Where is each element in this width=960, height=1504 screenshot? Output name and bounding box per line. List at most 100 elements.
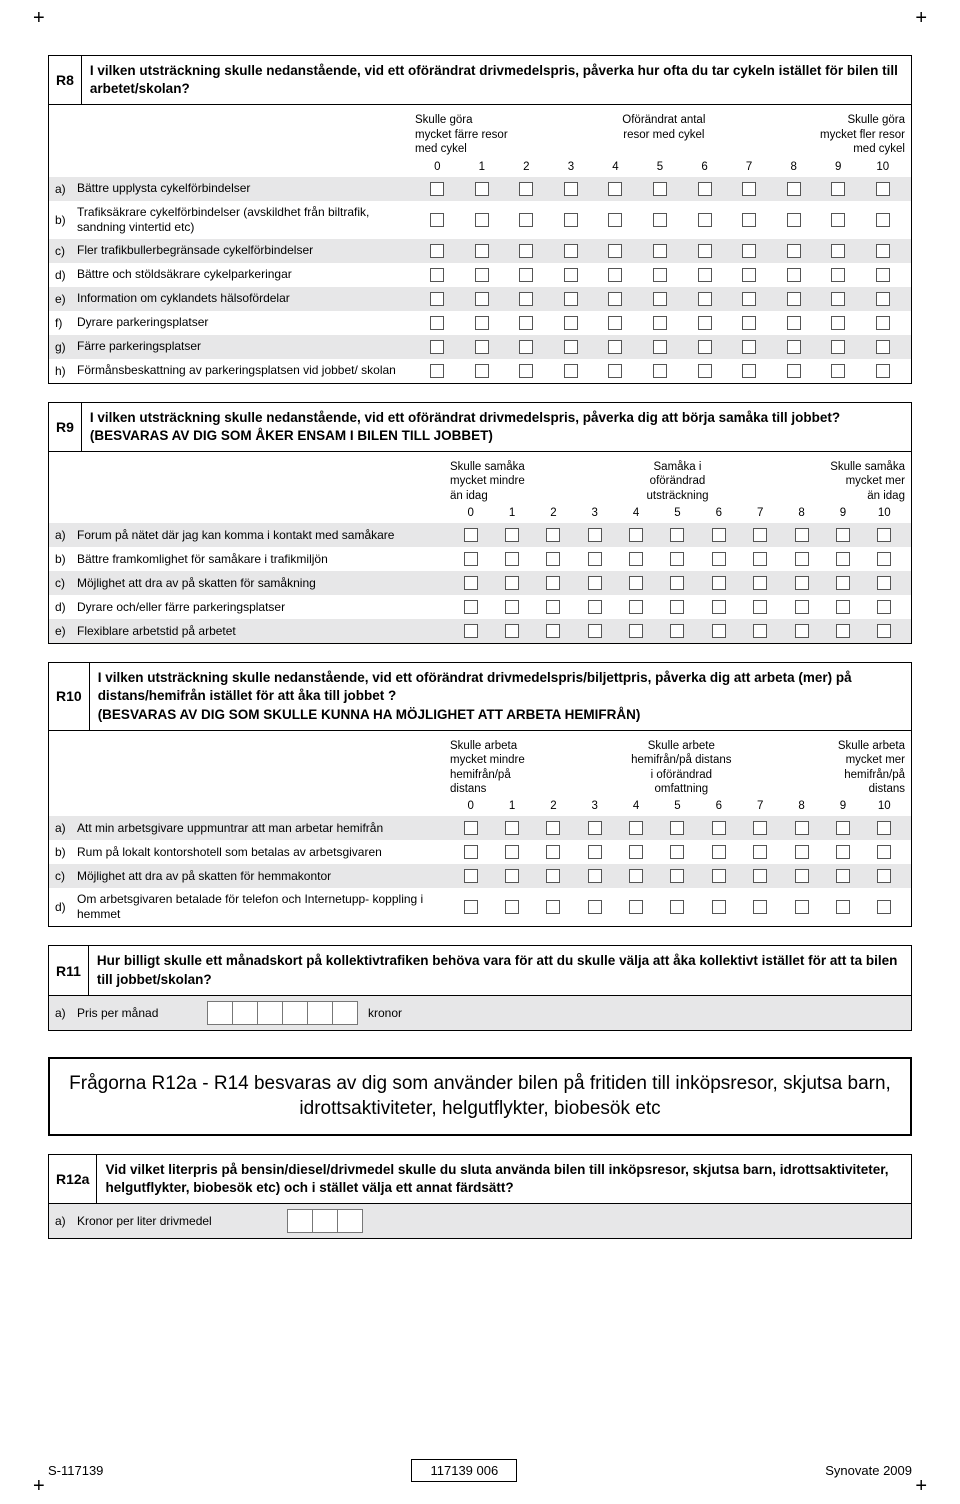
checkbox[interactable] <box>877 624 891 638</box>
checkbox[interactable] <box>629 600 643 614</box>
checkbox[interactable] <box>876 213 890 227</box>
checkbox[interactable] <box>430 364 444 378</box>
checkbox[interactable] <box>608 182 622 196</box>
checkbox[interactable] <box>831 182 845 196</box>
checkbox[interactable] <box>698 268 712 282</box>
checkbox[interactable] <box>546 552 560 566</box>
checkbox[interactable] <box>608 316 622 330</box>
checkbox[interactable] <box>464 528 478 542</box>
checkbox[interactable] <box>629 528 643 542</box>
checkbox[interactable] <box>519 364 533 378</box>
checkbox[interactable] <box>670 552 684 566</box>
checkbox[interactable] <box>753 552 767 566</box>
checkbox[interactable] <box>787 268 801 282</box>
checkbox[interactable] <box>608 292 622 306</box>
checkbox[interactable] <box>430 213 444 227</box>
checkbox[interactable] <box>670 528 684 542</box>
checkbox[interactable] <box>608 340 622 354</box>
digit-input[interactable] <box>287 1209 313 1233</box>
checkbox[interactable] <box>670 845 684 859</box>
checkbox[interactable] <box>753 600 767 614</box>
checkbox[interactable] <box>836 845 850 859</box>
checkbox[interactable] <box>519 244 533 258</box>
checkbox[interactable] <box>742 292 756 306</box>
checkbox[interactable] <box>795 576 809 590</box>
checkbox[interactable] <box>753 528 767 542</box>
checkbox[interactable] <box>836 528 850 542</box>
checkbox[interactable] <box>430 268 444 282</box>
checkbox[interactable] <box>831 292 845 306</box>
checkbox[interactable] <box>464 845 478 859</box>
checkbox[interactable] <box>588 900 602 914</box>
checkbox[interactable] <box>753 624 767 638</box>
checkbox[interactable] <box>670 821 684 835</box>
checkbox[interactable] <box>712 600 726 614</box>
checkbox[interactable] <box>787 340 801 354</box>
checkbox[interactable] <box>464 624 478 638</box>
checkbox[interactable] <box>505 869 519 883</box>
checkbox[interactable] <box>670 576 684 590</box>
checkbox[interactable] <box>505 845 519 859</box>
checkbox[interactable] <box>464 600 478 614</box>
checkbox[interactable] <box>877 869 891 883</box>
checkbox[interactable] <box>588 869 602 883</box>
checkbox[interactable] <box>546 900 560 914</box>
checkbox[interactable] <box>546 600 560 614</box>
checkbox[interactable] <box>836 869 850 883</box>
checkbox[interactable] <box>588 821 602 835</box>
checkbox[interactable] <box>698 340 712 354</box>
checkbox[interactable] <box>877 552 891 566</box>
checkbox[interactable] <box>836 552 850 566</box>
checkbox[interactable] <box>629 869 643 883</box>
checkbox[interactable] <box>629 845 643 859</box>
digit-input[interactable] <box>232 1001 258 1025</box>
checkbox[interactable] <box>876 316 890 330</box>
digit-input[interactable] <box>257 1001 283 1025</box>
checkbox[interactable] <box>742 364 756 378</box>
checkbox[interactable] <box>742 213 756 227</box>
checkbox[interactable] <box>712 528 726 542</box>
checkbox[interactable] <box>698 213 712 227</box>
checkbox[interactable] <box>505 528 519 542</box>
checkbox[interactable] <box>787 182 801 196</box>
checkbox[interactable] <box>564 292 578 306</box>
checkbox[interactable] <box>742 316 756 330</box>
checkbox[interactable] <box>653 244 667 258</box>
checkbox[interactable] <box>836 600 850 614</box>
checkbox[interactable] <box>475 244 489 258</box>
checkbox[interactable] <box>877 576 891 590</box>
checkbox[interactable] <box>588 600 602 614</box>
checkbox[interactable] <box>475 182 489 196</box>
checkbox[interactable] <box>787 292 801 306</box>
checkbox[interactable] <box>670 869 684 883</box>
checkbox[interactable] <box>546 624 560 638</box>
checkbox[interactable] <box>795 845 809 859</box>
checkbox[interactable] <box>475 213 489 227</box>
checkbox[interactable] <box>712 552 726 566</box>
checkbox[interactable] <box>653 182 667 196</box>
checkbox[interactable] <box>475 316 489 330</box>
checkbox[interactable] <box>742 244 756 258</box>
checkbox[interactable] <box>795 552 809 566</box>
checkbox[interactable] <box>787 244 801 258</box>
checkbox[interactable] <box>795 821 809 835</box>
checkbox[interactable] <box>505 600 519 614</box>
checkbox[interactable] <box>831 268 845 282</box>
checkbox[interactable] <box>564 364 578 378</box>
checkbox[interactable] <box>742 182 756 196</box>
checkbox[interactable] <box>653 316 667 330</box>
checkbox[interactable] <box>753 576 767 590</box>
checkbox[interactable] <box>831 213 845 227</box>
checkbox[interactable] <box>475 292 489 306</box>
checkbox[interactable] <box>876 268 890 282</box>
checkbox[interactable] <box>831 316 845 330</box>
checkbox[interactable] <box>519 182 533 196</box>
checkbox[interactable] <box>876 244 890 258</box>
checkbox[interactable] <box>876 340 890 354</box>
checkbox[interactable] <box>464 552 478 566</box>
checkbox[interactable] <box>653 268 667 282</box>
checkbox[interactable] <box>608 244 622 258</box>
checkbox[interactable] <box>546 845 560 859</box>
checkbox[interactable] <box>653 213 667 227</box>
checkbox[interactable] <box>876 292 890 306</box>
